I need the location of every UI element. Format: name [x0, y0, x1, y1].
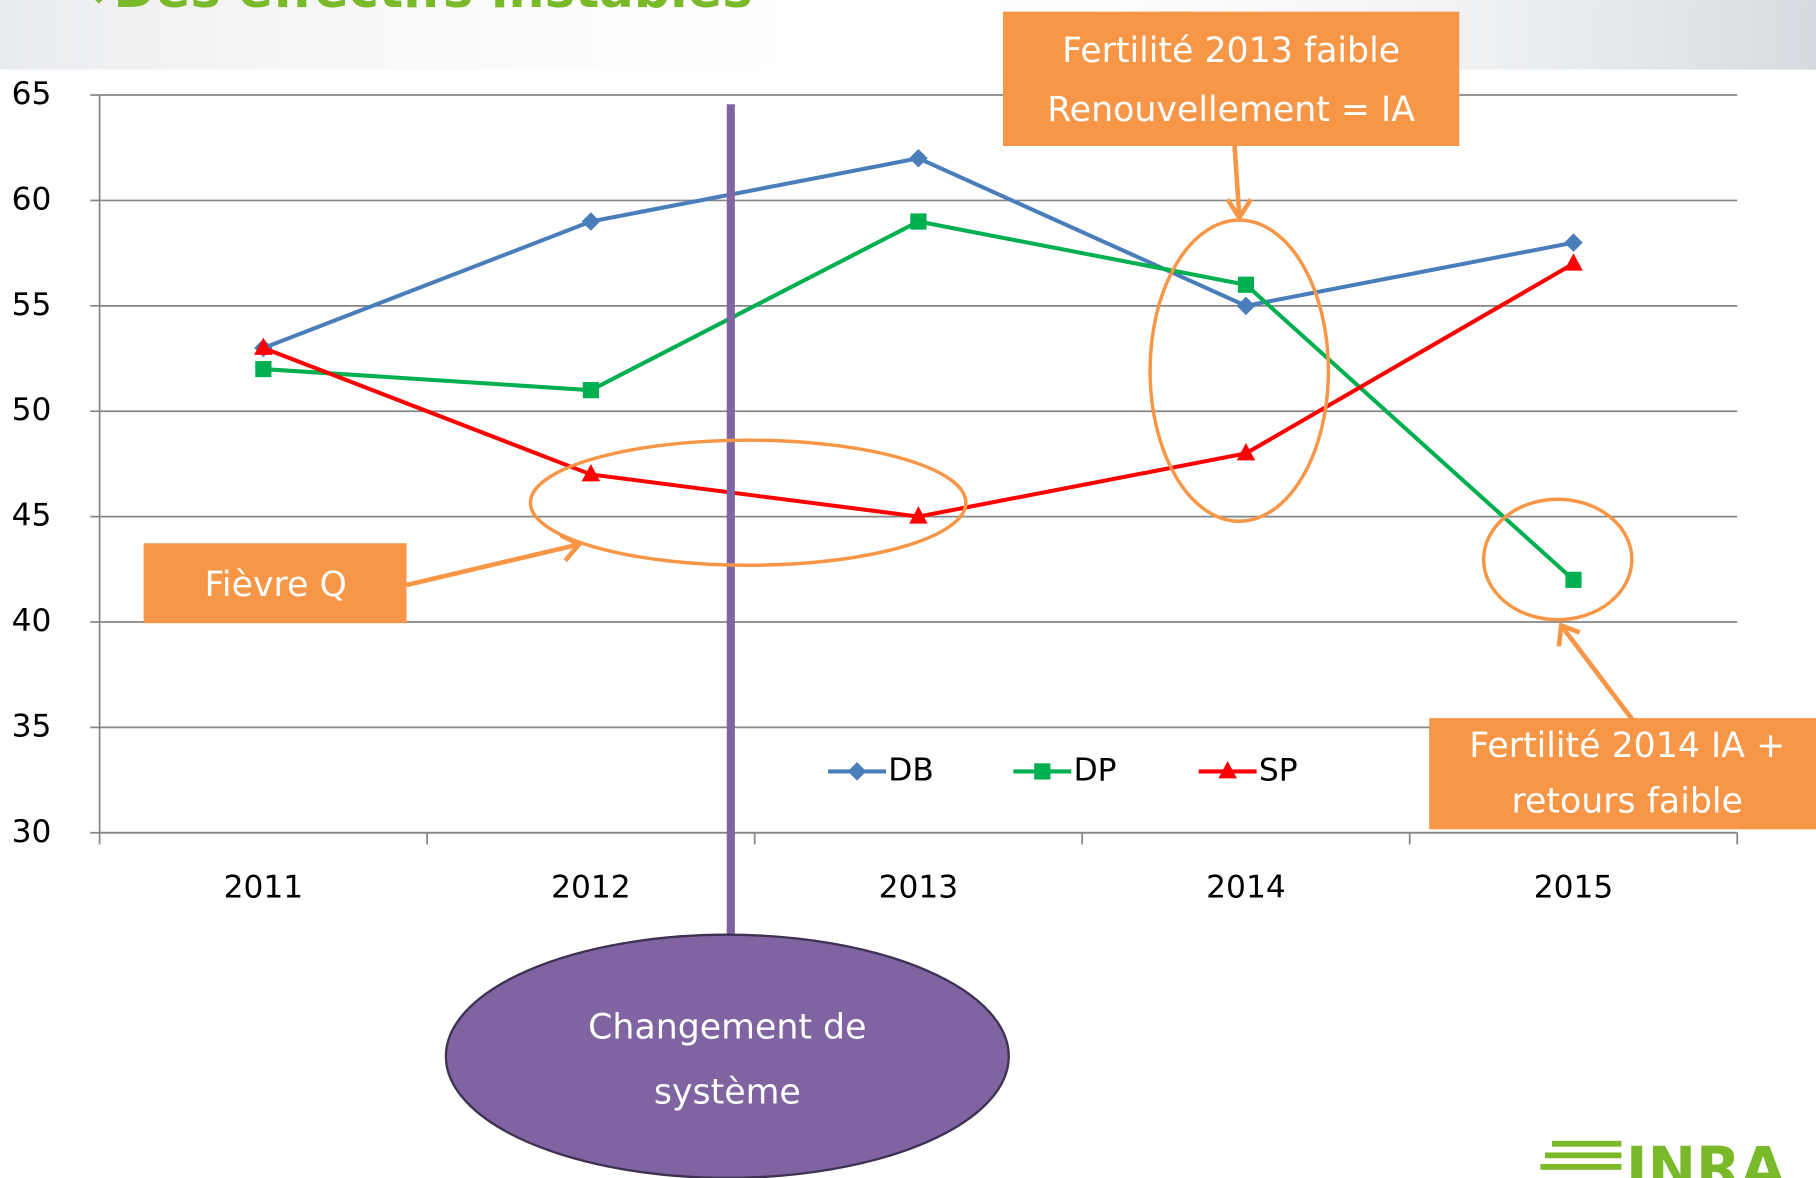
background-swoosh	[0, 0, 1816, 70]
x-tick-label: 2015	[1534, 869, 1614, 905]
y-tick-label: 40	[12, 603, 52, 639]
marker	[1236, 296, 1256, 316]
legend-label: DB	[888, 752, 934, 788]
marker	[254, 337, 273, 355]
annotation-text: Renouvellement = IA	[1047, 90, 1415, 130]
series-line	[263, 219, 1575, 582]
annotation-text: système	[654, 1072, 801, 1112]
chart-title: Des effectifs instables	[114, 0, 753, 20]
highlight-ellipse	[1148, 218, 1331, 523]
title-bullet: ❖	[81, 0, 116, 14]
marker	[581, 212, 601, 231]
marker	[582, 382, 600, 399]
highlight-ellipse	[1481, 497, 1634, 622]
marker	[909, 506, 928, 524]
marker	[909, 149, 928, 168]
y-tick-label: 45	[12, 498, 52, 534]
annotation-box	[1429, 718, 1816, 830]
y-tick-label: 65	[12, 76, 52, 112]
marker	[1564, 253, 1583, 271]
y-tick-label: 30	[12, 814, 52, 850]
marker	[1236, 442, 1256, 461]
y-tick-label: 50	[12, 392, 52, 428]
y-tick-label: 60	[12, 181, 52, 217]
plot: 30 35 40 45 50 55 60 65 2011 2012 2013 2014 2015 DB DP…	[12, 76, 1739, 905]
x-tick-label: 2013	[879, 869, 959, 905]
logo-text: INRA	[1626, 1134, 1786, 1178]
legend-marker	[1034, 763, 1051, 780]
annotation-arrow	[1556, 622, 1635, 722]
annotation-text: Changement de	[588, 1008, 866, 1048]
highlight-ellipse	[528, 438, 968, 567]
x-tick-label: 2011	[224, 869, 304, 905]
legend-marker	[847, 762, 867, 781]
annotation-arrow	[405, 533, 583, 588]
annotation-box	[1002, 11, 1460, 147]
x-tick-label: 2014	[1206, 869, 1286, 905]
marker	[255, 360, 272, 378]
legend-marker	[1218, 760, 1237, 779]
marker	[1237, 276, 1255, 293]
system-change-bubble	[444, 933, 1010, 1178]
annotation-text: retours faible	[1512, 782, 1743, 822]
annotation-text: Fertilité 2013 faible	[1062, 31, 1400, 71]
marker	[910, 213, 927, 230]
logo: INRA	[1540, 1134, 1786, 1178]
logo-stripe	[1540, 1164, 1622, 1170]
legend-label: DP	[1074, 752, 1117, 788]
x-tick-label: 2012	[551, 869, 631, 905]
marker	[581, 464, 601, 482]
legend-label: SP	[1259, 752, 1298, 788]
series-line	[262, 156, 1574, 350]
y-tick-label: 55	[12, 287, 52, 323]
annotations: Changement de système Fertilité 2013 fai…	[143, 11, 1816, 1178]
series-line	[262, 261, 1575, 519]
y-tick-label: 35	[12, 708, 52, 744]
annotation-text: Fertilité 2014 IA +	[1469, 726, 1785, 766]
annotation-arrow	[1225, 145, 1253, 223]
annotation-text: Fièvre Q	[204, 565, 346, 605]
logo-stripe	[1544, 1152, 1622, 1159]
logo-stripe	[1551, 1140, 1622, 1147]
annotation-box	[143, 543, 407, 624]
marker	[1564, 233, 1583, 252]
marker	[1565, 571, 1582, 588]
